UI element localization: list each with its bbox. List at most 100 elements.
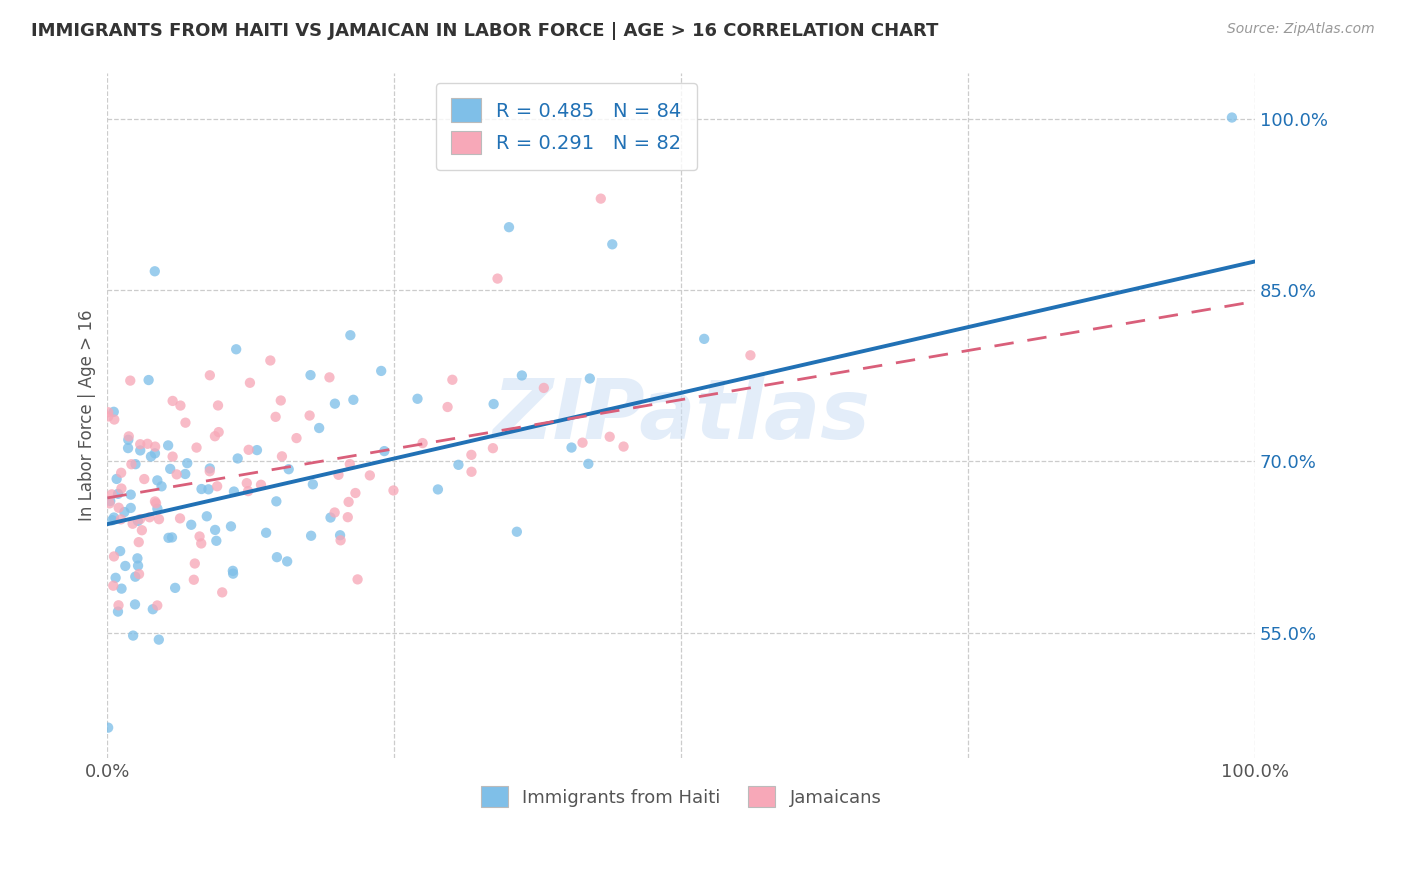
Point <box>370 364 392 378</box>
Point <box>226 451 249 466</box>
Point <box>198 368 221 383</box>
Point <box>107 605 129 619</box>
Point <box>157 531 180 545</box>
Point <box>447 458 470 472</box>
Point <box>373 444 395 458</box>
Point <box>460 465 482 479</box>
Point <box>599 430 621 444</box>
Point <box>146 501 169 516</box>
Point <box>148 512 170 526</box>
Point <box>138 373 160 387</box>
Point <box>346 573 368 587</box>
Point <box>533 381 555 395</box>
Point <box>207 399 229 413</box>
Point <box>318 370 340 384</box>
Point <box>136 437 159 451</box>
Point <box>103 510 125 524</box>
Point <box>169 511 191 525</box>
Point <box>344 486 367 500</box>
Point <box>222 566 245 581</box>
Point <box>180 517 202 532</box>
Point <box>250 477 273 491</box>
Point <box>578 371 600 385</box>
Point <box>107 500 129 515</box>
Point <box>208 425 231 439</box>
Point <box>174 416 197 430</box>
Point <box>190 536 212 550</box>
Point <box>225 343 247 357</box>
Point <box>124 598 146 612</box>
Point <box>740 348 762 362</box>
Point <box>98 496 121 510</box>
Legend: Immigrants from Haiti, Jamaicans: Immigrants from Haiti, Jamaicans <box>474 779 889 814</box>
Point <box>101 487 124 501</box>
Point <box>246 443 269 458</box>
Point <box>328 467 350 482</box>
Point <box>120 488 142 502</box>
Point <box>560 441 582 455</box>
Point <box>162 393 184 408</box>
Point <box>148 632 170 647</box>
Point <box>143 446 166 460</box>
Point <box>174 467 197 481</box>
Point <box>110 582 132 596</box>
Point <box>205 533 228 548</box>
Point <box>124 570 146 584</box>
Point <box>195 509 218 524</box>
Point <box>498 220 520 235</box>
Point <box>204 523 226 537</box>
Point <box>186 441 208 455</box>
Point <box>342 392 364 407</box>
Y-axis label: In Labor Force | Age > 16: In Labor Force | Age > 16 <box>79 310 96 522</box>
Point <box>339 457 361 471</box>
Point <box>571 435 593 450</box>
Point <box>129 437 152 451</box>
Point <box>129 443 152 458</box>
Point <box>299 368 322 383</box>
Point <box>302 477 325 491</box>
Point <box>222 564 245 578</box>
Point <box>271 450 294 464</box>
Point <box>166 467 188 482</box>
Point <box>165 581 187 595</box>
Point <box>426 483 449 497</box>
Point <box>460 448 482 462</box>
Point <box>145 496 167 510</box>
Point <box>266 494 288 508</box>
Point <box>308 421 330 435</box>
Point <box>157 438 180 452</box>
Point <box>589 192 612 206</box>
Point <box>506 524 529 539</box>
Text: IMMIGRANTS FROM HAITI VS JAMAICAN IN LABOR FORCE | AGE > 16 CORRELATION CHART: IMMIGRANTS FROM HAITI VS JAMAICAN IN LAB… <box>31 22 938 40</box>
Point <box>143 264 166 278</box>
Point <box>127 551 149 566</box>
Point <box>183 573 205 587</box>
Point <box>382 483 405 498</box>
Point <box>264 409 287 424</box>
Point <box>266 550 288 565</box>
Point <box>120 500 142 515</box>
Point <box>184 557 207 571</box>
Point <box>143 440 166 454</box>
Point <box>110 466 132 480</box>
Point <box>254 525 277 540</box>
Point <box>236 476 259 491</box>
Point <box>299 529 322 543</box>
Point <box>298 409 321 423</box>
Point <box>323 397 346 411</box>
Point <box>337 495 360 509</box>
Point <box>159 462 181 476</box>
Point <box>359 468 381 483</box>
Point <box>600 237 623 252</box>
Point <box>97 721 120 735</box>
Point <box>236 484 259 499</box>
Point <box>336 510 359 524</box>
Point <box>139 450 162 464</box>
Point <box>205 479 228 493</box>
Point <box>1220 111 1243 125</box>
Point <box>482 441 505 455</box>
Point <box>160 531 183 545</box>
Point <box>329 528 352 542</box>
Point <box>150 479 173 493</box>
Point <box>486 271 509 285</box>
